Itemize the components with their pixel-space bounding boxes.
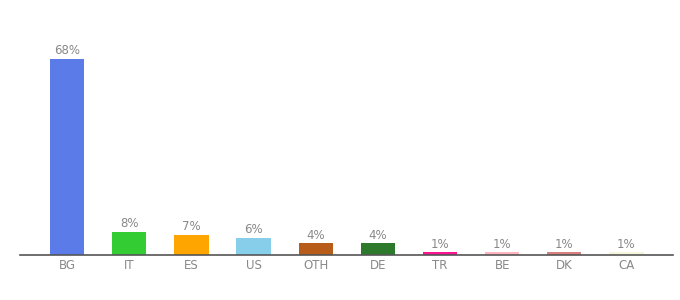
Text: 1%: 1% [430, 238, 449, 251]
Bar [237, 238, 271, 255]
Bar [299, 243, 333, 255]
Text: 68%: 68% [54, 44, 80, 57]
Text: 7%: 7% [182, 220, 201, 233]
Bar [50, 58, 84, 255]
Text: 4%: 4% [369, 229, 387, 242]
Text: 1%: 1% [617, 238, 636, 251]
Bar [112, 232, 146, 255]
Bar [547, 252, 581, 255]
Text: 1%: 1% [555, 238, 574, 251]
Bar [485, 252, 520, 255]
Bar [361, 243, 395, 255]
Bar [609, 252, 643, 255]
Text: 8%: 8% [120, 218, 139, 230]
Text: 1%: 1% [493, 238, 511, 251]
Text: 4%: 4% [307, 229, 325, 242]
Bar [423, 252, 457, 255]
Text: 6%: 6% [244, 223, 263, 236]
Bar [174, 235, 209, 255]
